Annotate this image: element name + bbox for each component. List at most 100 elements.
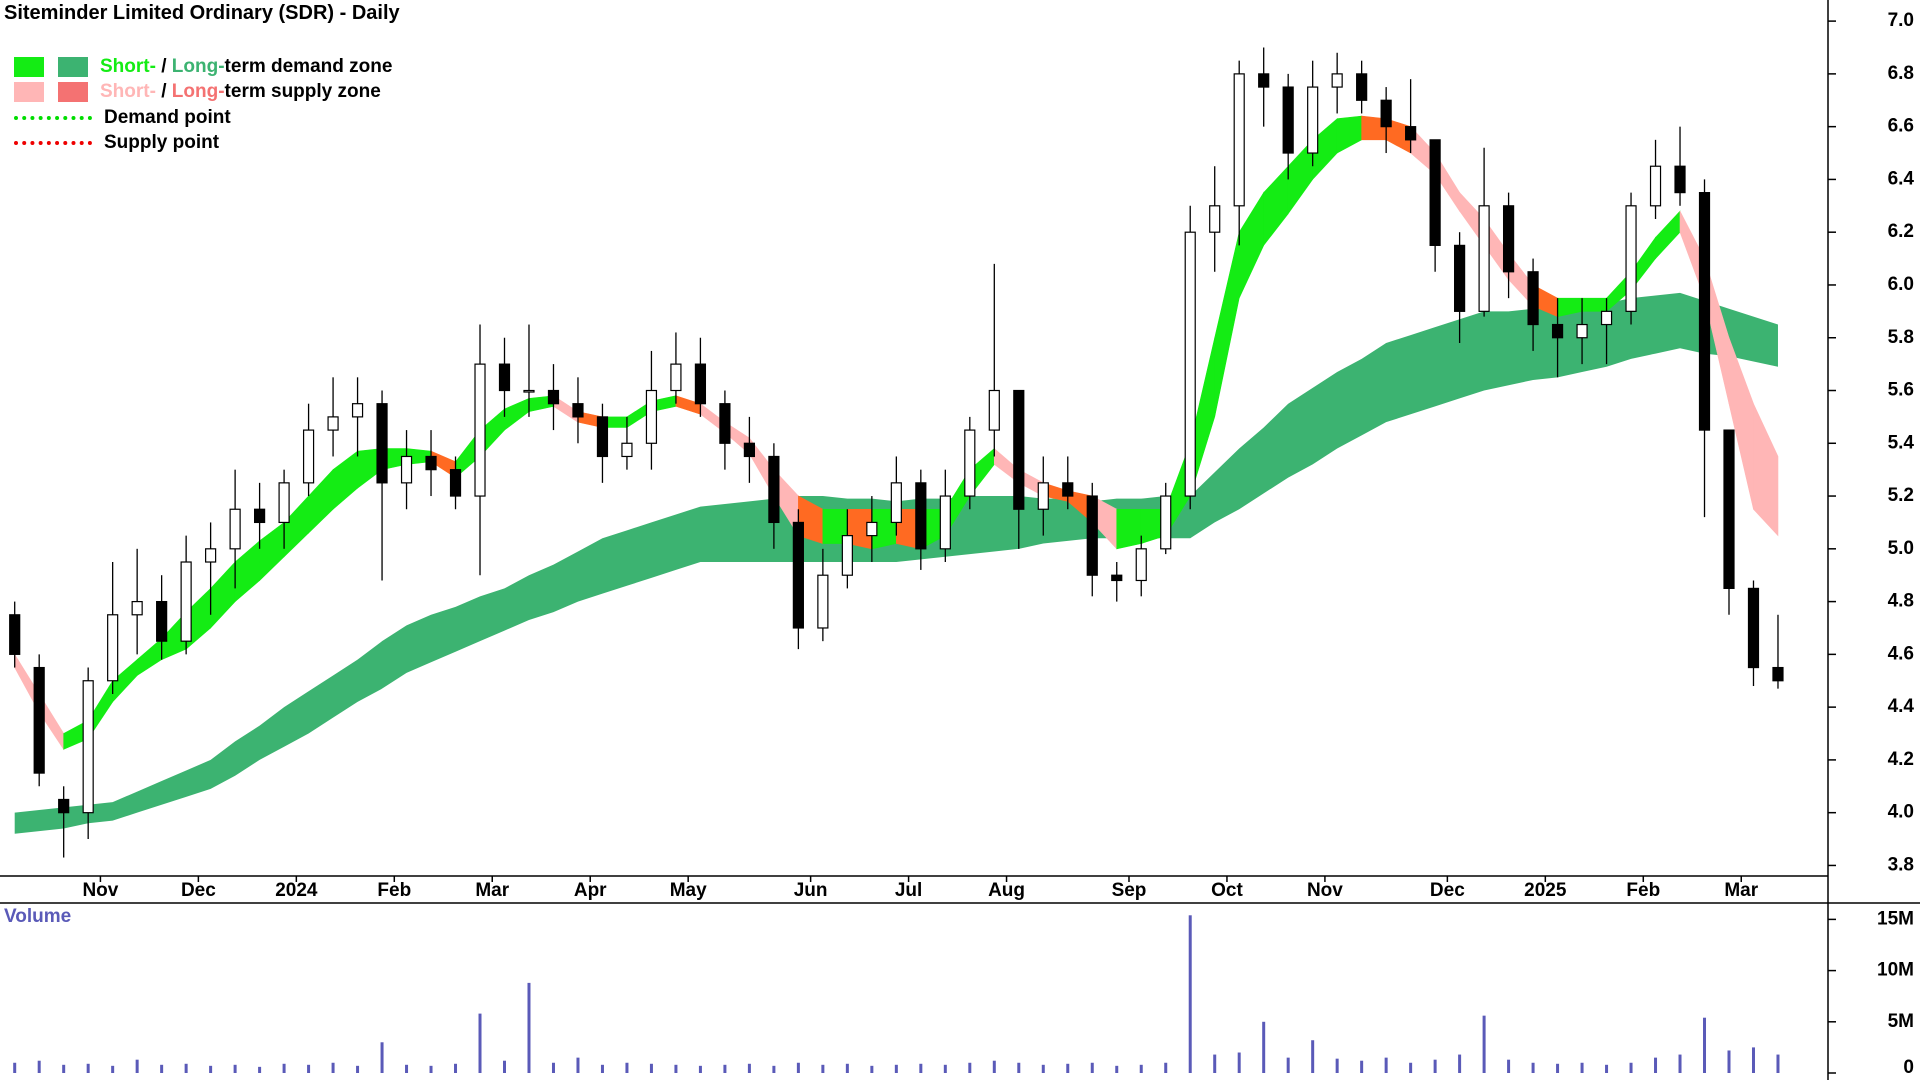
x-tick-label: 2024	[275, 880, 318, 901]
volume-bar	[1311, 1040, 1315, 1073]
candle-body	[1723, 429, 1735, 589]
candle-body	[719, 403, 731, 444]
volume-bar	[600, 1064, 604, 1073]
volume-bar	[37, 1060, 41, 1073]
volume-bar	[258, 1066, 262, 1073]
candle-body	[1478, 205, 1490, 312]
volume-bar	[454, 1063, 458, 1073]
candle-body	[670, 363, 682, 392]
y-tick-label: 5.4	[1888, 432, 1915, 453]
volume-bar	[527, 982, 531, 1073]
candle-body	[523, 389, 535, 393]
volume-bar	[576, 1057, 580, 1073]
x-tick-label: Oct	[1211, 880, 1243, 901]
x-tick-label: Sep	[1112, 880, 1147, 901]
volume-bar	[1556, 1063, 1560, 1073]
volume-bar	[870, 1065, 874, 1073]
volume-tick-label: 5M	[1888, 1011, 1914, 1032]
volume-bar	[1654, 1057, 1658, 1073]
x-tick-label: Dec	[181, 880, 216, 901]
y-tick-label: 4.0	[1888, 802, 1914, 823]
volume-bar	[772, 1065, 776, 1073]
candle-body	[327, 416, 339, 431]
legend-item: Demand point	[14, 105, 392, 131]
candle-body	[229, 508, 241, 550]
candle-body	[939, 495, 951, 550]
volume-bar	[380, 1042, 384, 1073]
candle-body	[1429, 139, 1441, 246]
y-tick-label: 6.4	[1888, 168, 1915, 189]
candle-body	[1772, 666, 1784, 682]
candle-body	[1086, 495, 1098, 576]
y-tick-label: 6.6	[1888, 116, 1914, 137]
volume-bar	[1776, 1054, 1780, 1073]
legend-label: Long-	[171, 55, 225, 77]
x-tick-label: Mar	[1724, 880, 1758, 901]
volume-bar	[1458, 1054, 1462, 1073]
volume-bar	[429, 1065, 433, 1073]
candle-body	[988, 389, 1000, 431]
x-tick-label: May	[670, 880, 707, 901]
volume-bar	[1409, 1062, 1413, 1073]
short-term-zone	[1753, 403, 1779, 537]
legend-label: Demand point	[104, 106, 231, 128]
volume-bar	[1360, 1060, 1364, 1073]
volume-bar	[13, 1062, 17, 1073]
candle-body	[1625, 205, 1637, 312]
candle-body	[817, 574, 829, 629]
candle-body	[1674, 165, 1686, 194]
volume-bar	[405, 1064, 409, 1073]
volume-bar	[1678, 1054, 1682, 1073]
legend-item: Short- / Long-term supply zone	[14, 80, 392, 106]
volume-bar	[1482, 1015, 1486, 1073]
volume-bar	[1727, 1050, 1731, 1073]
volume-bar	[625, 1062, 629, 1073]
volume-bar	[845, 1063, 849, 1073]
volume-bar	[1286, 1057, 1290, 1073]
x-tick-label: Jun	[794, 880, 828, 901]
candles	[9, 47, 1784, 858]
legend-swatch	[58, 56, 88, 77]
volume-bar	[919, 1063, 923, 1073]
volume-bar	[1066, 1063, 1070, 1073]
volume-tick-label: 10M	[1877, 960, 1914, 981]
volume-bar	[649, 1063, 653, 1073]
x-tick-label: Jul	[895, 880, 922, 901]
x-tick-label: Nov	[82, 880, 118, 901]
candle-body	[841, 535, 853, 576]
candle-body	[156, 600, 168, 642]
candle-body	[621, 442, 633, 458]
volume-bar	[1188, 915, 1192, 1073]
legend-dotted-line	[14, 141, 92, 146]
legend-label: Supply point	[104, 132, 220, 154]
volume-bar	[1335, 1058, 1339, 1073]
candle-body	[1747, 587, 1760, 669]
candle-body	[1184, 231, 1196, 497]
candle-body	[351, 403, 364, 418]
long-term-zone	[14, 292, 1778, 834]
candle-body	[33, 666, 45, 774]
candle-body	[205, 548, 217, 563]
candle-body	[1062, 482, 1074, 497]
candle-body	[915, 482, 927, 550]
y-tick-label: 5.8	[1888, 327, 1914, 348]
volume-bar	[1531, 1062, 1535, 1073]
candle-body	[376, 403, 388, 484]
y-tick-label: 6.2	[1888, 221, 1914, 242]
volume-bar	[1115, 1065, 1119, 1073]
short-term-zone	[1581, 297, 1607, 312]
volume-bar	[184, 1063, 188, 1073]
x-tick-label: Apr	[574, 880, 607, 901]
candle-body	[1282, 86, 1294, 154]
legend-item: Supply point	[14, 131, 392, 157]
y-tick-label: 7.0	[1888, 10, 1914, 31]
candle-body	[1356, 73, 1368, 101]
volume-bar	[1213, 1054, 1217, 1073]
volume-title: Volume	[4, 906, 72, 927]
legend-label: Long-	[171, 81, 225, 103]
volume-bar	[1237, 1052, 1241, 1073]
candle-body	[1037, 482, 1049, 510]
candle-body	[449, 469, 462, 497]
legend: Short- / Long-term demand zone Short- / …	[14, 54, 392, 156]
legend-label: /	[155, 55, 172, 77]
